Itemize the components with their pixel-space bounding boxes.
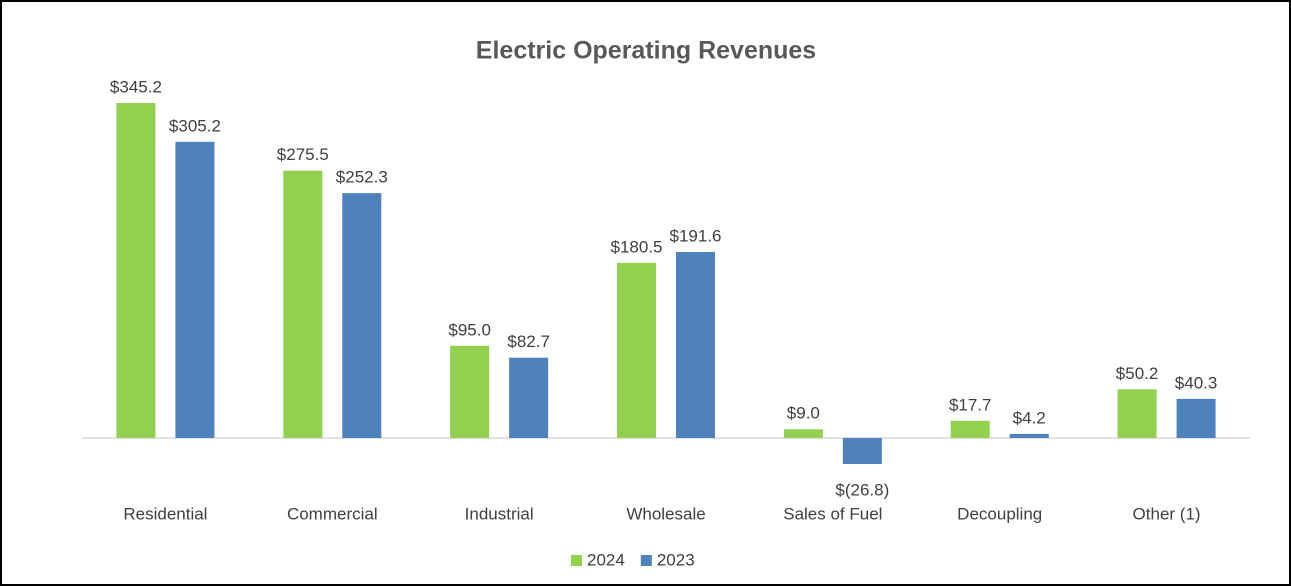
data-label: $305.2 xyxy=(169,116,221,135)
data-label: $191.6 xyxy=(670,227,722,246)
chart-title: Electric Operating Revenues xyxy=(476,37,816,65)
data-label: $252.3 xyxy=(336,168,388,187)
bar xyxy=(1009,433,1049,438)
bar xyxy=(676,252,715,438)
bar xyxy=(342,193,382,438)
data-label: $17.7 xyxy=(949,395,992,414)
legend-swatch xyxy=(571,555,582,566)
legend-label: 2024 xyxy=(587,550,625,569)
legend-swatch xyxy=(640,555,652,566)
x-tick-label: Commercial xyxy=(287,504,378,523)
bar xyxy=(175,141,215,438)
x-tick-label: Sales of Fuel xyxy=(783,504,882,523)
x-tick-label: Decoupling xyxy=(957,504,1042,523)
x-tick-label: Other (1) xyxy=(1133,504,1201,523)
data-label: $275.5 xyxy=(277,145,329,164)
bar xyxy=(1117,389,1157,438)
x-tick-label: Residential xyxy=(123,504,207,523)
data-label: $345.2 xyxy=(110,77,162,96)
bar xyxy=(617,262,656,438)
x-tick-label: Industrial xyxy=(465,504,534,523)
bar xyxy=(842,438,882,465)
data-label: $95.0 xyxy=(448,320,491,339)
legend-label: 2023 xyxy=(657,550,695,569)
bar xyxy=(509,357,549,438)
data-label: $180.5 xyxy=(611,237,663,256)
data-label: $40.3 xyxy=(1175,373,1218,392)
data-label: $(26.8) xyxy=(835,480,889,499)
bar xyxy=(783,429,823,438)
data-label: $4.2 xyxy=(1013,408,1046,427)
x-tick-label: Wholesale xyxy=(626,504,705,523)
bar xyxy=(950,420,990,438)
bar xyxy=(283,170,323,438)
data-label: $82.7 xyxy=(507,332,550,351)
bar xyxy=(450,345,490,438)
bar xyxy=(116,102,156,438)
data-label: $9.0 xyxy=(787,404,820,423)
bar xyxy=(1176,398,1216,438)
data-label: $50.2 xyxy=(1116,364,1159,383)
